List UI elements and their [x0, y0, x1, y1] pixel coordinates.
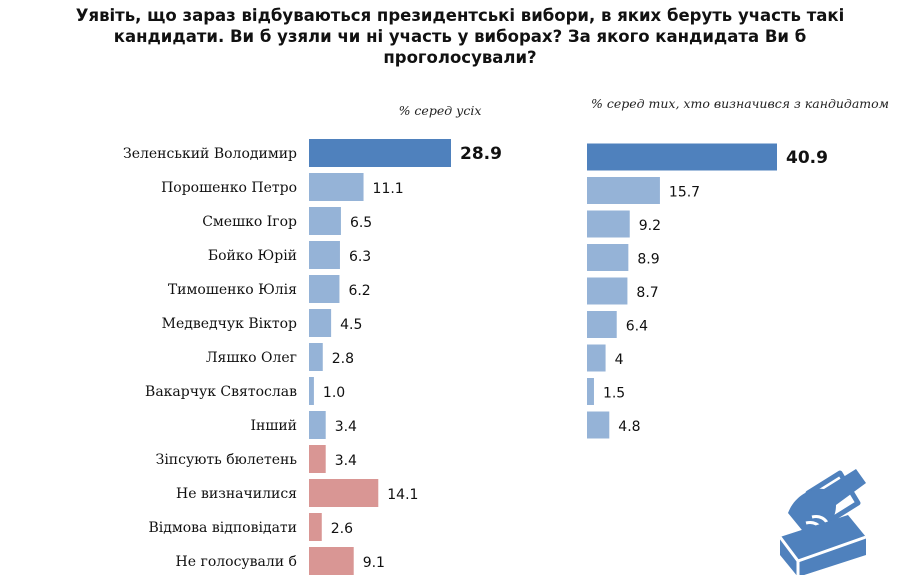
category-label: Не голосували б: [176, 554, 297, 570]
data-label: 8.7: [636, 285, 658, 301]
category-label: Медведчук Віктор: [162, 316, 297, 332]
title-line-2: кандидати. Ви б узяли чи ні участь у виб…: [113, 27, 807, 46]
data-label: 4.5: [340, 317, 362, 333]
bar: [587, 177, 660, 204]
bar: [309, 445, 326, 473]
bar: [309, 173, 364, 201]
right-bar-chart: 40.9 15.7 9.2 8.9 8.7 6.4 4 1.5 4.8: [587, 143, 828, 439]
bar: [587, 143, 777, 171]
category-label: Не визначилися: [176, 486, 297, 502]
bar: [309, 139, 451, 167]
bar: [309, 309, 332, 337]
right-chart-subtitle: % серед тих, хто визначився з кандидатом: [590, 96, 890, 111]
data-label: 6.2: [348, 283, 370, 299]
category-label: Інший: [250, 418, 297, 434]
title-line-3: проголосували?: [383, 48, 537, 67]
data-label: 1.5: [603, 386, 625, 402]
left-bar-chart: Зеленський Володимир 28.9 Порошенко Петро 1…: [123, 139, 502, 575]
data-label: 14.1: [387, 487, 418, 503]
data-label: 8.9: [637, 252, 659, 268]
data-label: 2.8: [332, 351, 354, 367]
data-label: 6.4: [626, 319, 648, 335]
chart-title: Уявіть, що зараз відбуваються президентс…: [20, 5, 900, 68]
ballot-box-icon: [778, 469, 867, 575]
bar: [309, 275, 340, 303]
bar: [309, 411, 326, 439]
bar: [587, 311, 617, 338]
data-label: 4: [615, 352, 624, 368]
bar: [309, 207, 341, 235]
bar: [587, 344, 606, 372]
bar: [587, 378, 594, 405]
bar: [587, 210, 630, 238]
data-label: 4.8: [618, 419, 640, 435]
data-label: 9.1: [363, 555, 385, 571]
data-label: 11.1: [373, 181, 404, 197]
category-label: Порошенко Петро: [161, 180, 297, 196]
data-label: 6.5: [350, 215, 372, 231]
bar: [587, 411, 610, 439]
data-label: 3.4: [335, 419, 357, 435]
data-label: 9.2: [639, 218, 661, 234]
data-label: 3.4: [335, 453, 357, 469]
category-label: Смешко Ігор: [202, 214, 297, 230]
data-label: 15.7: [669, 185, 700, 201]
category-label: Зіпсують бюлетень: [156, 452, 298, 468]
left-chart-subtitle: % серед усіх: [398, 103, 482, 118]
category-label: Зеленський Володимир: [123, 146, 297, 162]
bar: [309, 343, 323, 371]
bar: [309, 377, 314, 405]
category-label: Бойко Юрій: [208, 248, 297, 264]
data-label: 28.9: [460, 144, 502, 164]
category-label: Ляшко Олег: [206, 350, 297, 366]
category-label: Тимошенко Юлія: [168, 282, 297, 298]
bar: [587, 277, 628, 305]
data-label: 40.9: [786, 148, 828, 168]
data-label: 2.6: [331, 521, 353, 537]
bar: [587, 244, 629, 271]
bar: [309, 513, 322, 541]
bar: [309, 547, 354, 575]
category-label: Вакарчук Святослав: [145, 384, 297, 400]
bar: [309, 479, 379, 507]
data-label: 6.3: [349, 249, 371, 265]
category-label: Відмова відповідати: [148, 520, 297, 536]
data-label: 1.0: [323, 385, 345, 401]
bar: [309, 241, 340, 269]
title-line-1: Уявіть, що зараз відбуваються президентс…: [75, 6, 845, 25]
